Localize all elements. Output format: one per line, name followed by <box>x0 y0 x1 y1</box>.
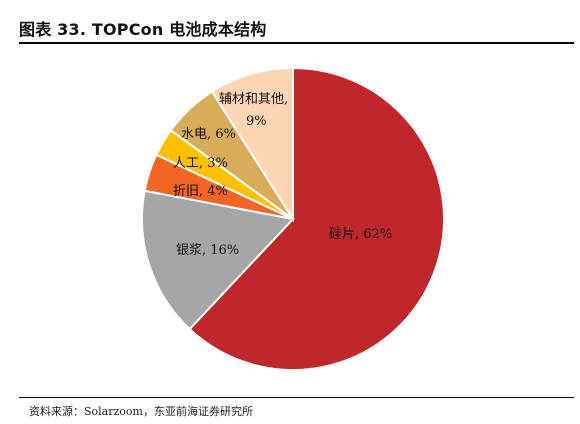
slice-label-materials-line2: 9% <box>246 114 267 129</box>
pie-slice-silver-paste <box>141 189 295 331</box>
slice-label-utilities: 水电, 6% <box>181 127 236 142</box>
slice-label-labor: 人工, 3% <box>173 156 228 171</box>
slice-label-silver-paste: 银浆, 16% <box>176 243 239 258</box>
pie-slice-silicon-wafer <box>188 66 445 371</box>
chart-title: 图表 33. TOPCon 电池成本结构 <box>19 20 267 39</box>
slice-label-materials-line1: 辅材和其他, <box>219 92 288 107</box>
source-note: 资料来源：Solarzoom，东亚前海证券研究所 <box>29 405 253 418</box>
pie-slice-materials-other <box>210 66 294 223</box>
pie-slices <box>141 66 445 371</box>
pie-chart: 硅片, 62% 银浆, 16% 折旧, 4% 人工, 3% 水电, 6% 辅材和… <box>141 66 445 371</box>
source-rule <box>19 397 574 398</box>
slice-label-silicon-wafer: 硅片, 62% <box>329 227 392 242</box>
title-rule <box>19 42 574 44</box>
slice-label-depreciation: 折旧, 4% <box>173 184 228 199</box>
